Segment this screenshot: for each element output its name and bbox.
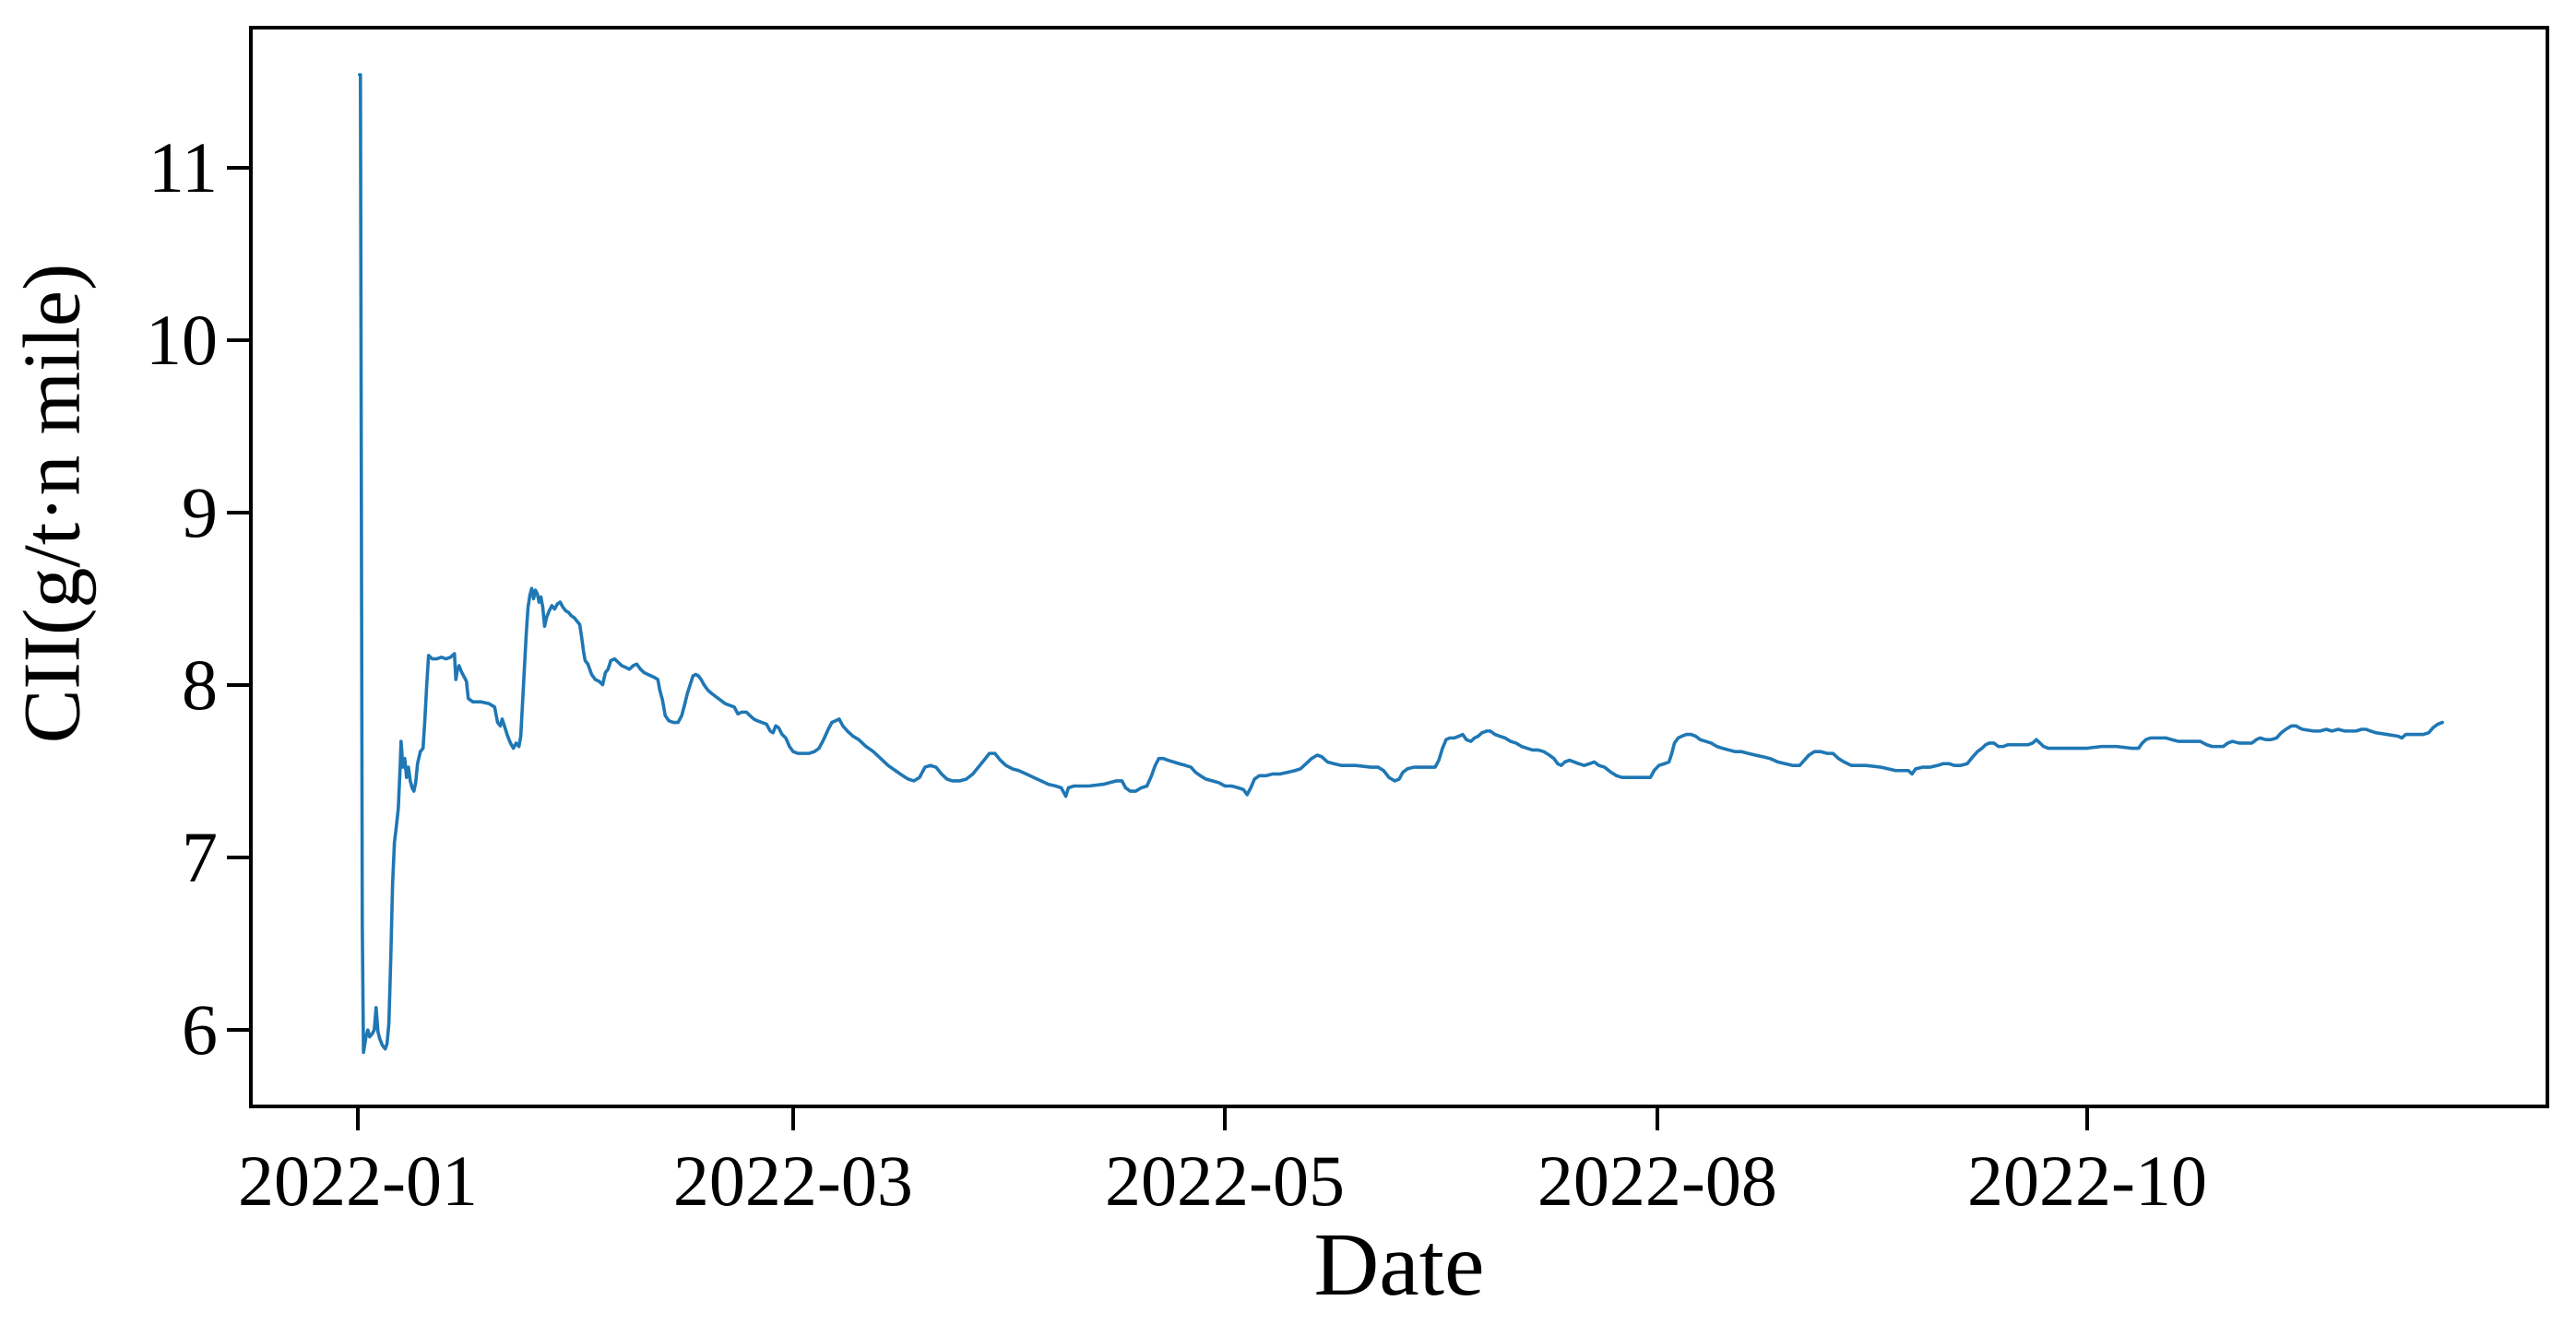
x-tick-mark xyxy=(1223,1106,1227,1130)
y-tick-label: 8 xyxy=(182,644,218,725)
y-tick-label: 6 xyxy=(182,988,218,1070)
x-tick-label: 2022-03 xyxy=(672,1141,913,1221)
x-tick-label: 2022-01 xyxy=(238,1141,479,1221)
y-tick-mark xyxy=(227,682,251,687)
y-tick-label: 7 xyxy=(182,816,218,897)
x-tick-label: 2022-05 xyxy=(1105,1141,1345,1221)
y-tick-mark xyxy=(227,855,251,859)
cii-series-line xyxy=(358,73,2444,1055)
plot-area xyxy=(249,26,2549,1108)
line-chart-canvas xyxy=(358,73,2444,1055)
y-tick-mark xyxy=(227,511,251,514)
x-tick-mark xyxy=(356,1106,361,1130)
y-tick-mark xyxy=(227,166,251,171)
y-tick-label: 11 xyxy=(148,127,218,208)
x-tick-mark xyxy=(1655,1106,1659,1130)
y-tick-label: 10 xyxy=(146,300,218,380)
x-tick-label: 2022-10 xyxy=(1967,1141,2207,1221)
y-tick-mark xyxy=(227,1027,251,1032)
y-tick-mark xyxy=(227,338,251,342)
x-tick-mark xyxy=(790,1106,795,1130)
x-axis-label: Date xyxy=(1313,1215,1485,1315)
x-tick-mark xyxy=(2085,1106,2089,1130)
y-tick-label: 9 xyxy=(182,472,218,552)
x-tick-label: 2022-08 xyxy=(1537,1141,1777,1221)
